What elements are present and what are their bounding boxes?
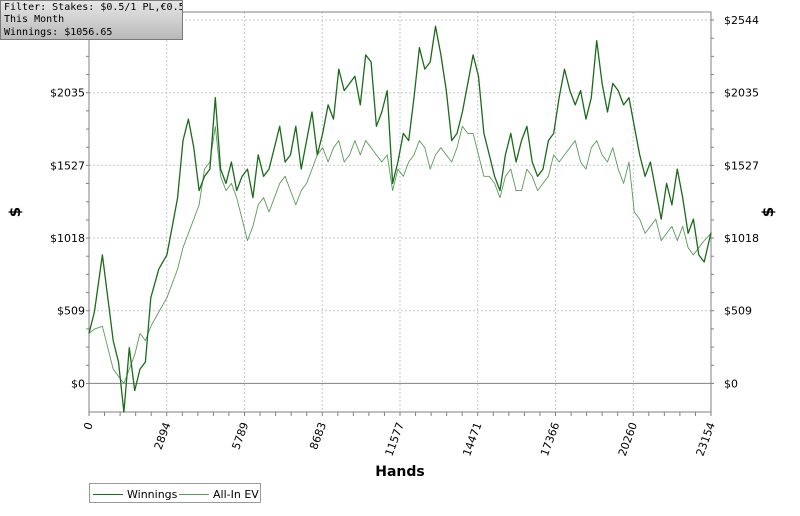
x-axis-label: Hands (375, 464, 425, 480)
x-tick-label: 20260 (616, 421, 640, 458)
legend-swatch-all-in-ev (179, 493, 209, 495)
y-tick-label-left: $1527 (50, 159, 85, 172)
filter-stakes-text: Filter: Stakes: $0.5/1 PL,€0.5/1 PL (4, 2, 182, 13)
axes: $0 $0 $509 $509 $1018 $1018 $1527 $1527 $2035 $20… (50, 14, 759, 458)
legend-item-all-in-ev: All-In EV (179, 487, 259, 501)
y-axis-label-right: $ (759, 207, 777, 217)
legend-label-winnings: Winnings (127, 487, 178, 501)
series-line-winnings (88, 25, 712, 413)
x-tick-label: 11577 (383, 421, 407, 458)
filter-period-text: This Month (4, 14, 65, 26)
y-tick-label-right: $509 (724, 305, 752, 318)
y-tick-label-left: $1018 (50, 232, 85, 245)
x-tick-label: 23154 (694, 421, 718, 458)
x-tick-label: 2894 (152, 421, 174, 452)
x-tick-label: 8683 (307, 421, 329, 452)
series-line-all-in-ev (88, 125, 712, 384)
legend-swatch-winnings (93, 493, 123, 495)
grid-lines (89, 12, 711, 412)
series-lines (88, 25, 712, 413)
filter-info-box: Filter: Stakes: $0.5/1 PL,€0.5/1 PL This… (0, 0, 183, 40)
x-tick-label: 14471 (460, 421, 484, 458)
legend-item-winnings: Winnings (93, 487, 177, 501)
filter-winnings-text: Winnings: $1056.65 (4, 26, 113, 38)
y-tick-label-left: $0 (71, 377, 85, 390)
x-tick-label: 5789 (230, 421, 252, 452)
y-tick-label-right: $2035 (724, 87, 759, 100)
chart-legend: Winnings All-In EV (89, 483, 261, 503)
y-tick-label-right: $0 (724, 377, 738, 390)
x-tick-label: 17366 (538, 421, 562, 458)
y-tick-label-left: $2035 (50, 87, 85, 100)
y-tick-label-right: $1527 (724, 159, 759, 172)
y-tick-label-right: $1018 (724, 232, 759, 245)
y-axis-label-left: $ (6, 207, 24, 217)
x-tick-label: 0 (81, 421, 96, 432)
y-tick-label-left: $509 (57, 305, 85, 318)
legend-label-all-in-ev: All-In EV (213, 487, 259, 501)
y-tick-label-right: $2544 (724, 14, 759, 27)
